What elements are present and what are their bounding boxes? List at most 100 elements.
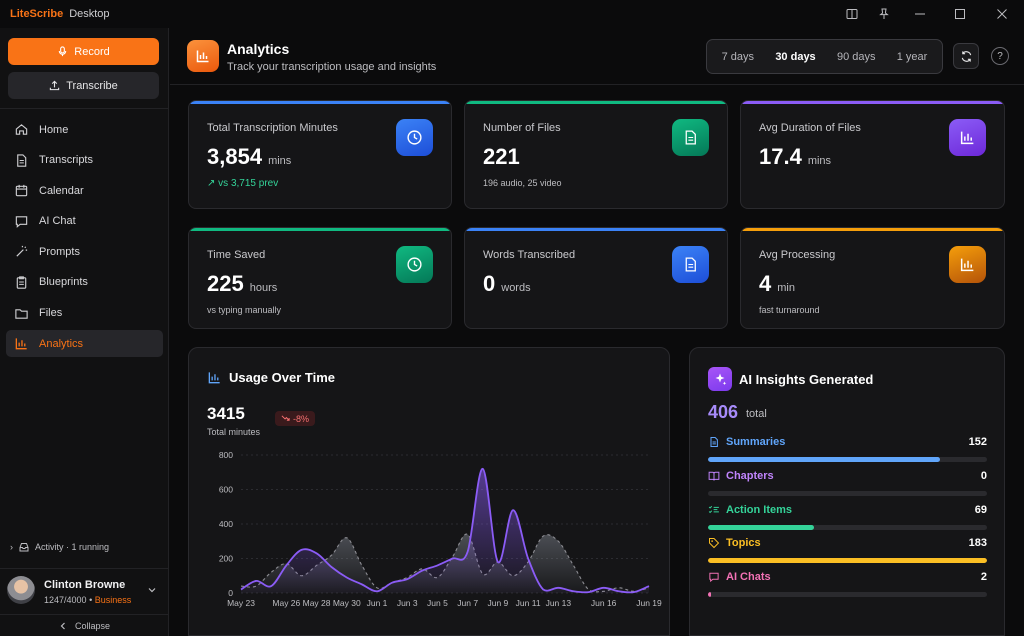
sidebar-item-transcripts[interactable]: Transcripts: [6, 147, 163, 174]
sidebar: Record Transcribe Home Transcripts Calen…: [0, 28, 169, 636]
insight-progress-track: [708, 558, 987, 563]
series-line: [240, 467, 650, 594]
stat-sub: 196 audio, 25 video: [483, 178, 562, 188]
usage-change: -8%: [293, 413, 310, 424]
tag-icon: [709, 538, 720, 549]
trend-down-icon: [281, 415, 290, 421]
pin-icon[interactable]: [868, 0, 900, 28]
x-tick-label: Jun 1: [367, 598, 388, 608]
user-profile[interactable]: Clinton Browne 1247/4000 • Business: [0, 568, 169, 612]
usage-panel: Usage Over Time 3415 Total minutes -8% 0…: [188, 347, 670, 636]
x-tick-label: Jun 11: [516, 598, 541, 608]
insight-row-ai-chats: AI Chats 2: [708, 570, 987, 597]
chevron-left-icon: [60, 622, 65, 629]
sidebar-item-calendar[interactable]: Calendar: [6, 177, 163, 204]
x-tick-label: Jun 9: [487, 598, 508, 608]
sidebar-item-files[interactable]: Files: [6, 300, 163, 327]
insight-count: 0: [980, 470, 987, 482]
stat-value: 221: [483, 144, 520, 169]
sidebar-item-label: Prompts: [39, 245, 80, 258]
sidebar-item-label: AI Chat: [39, 215, 76, 228]
stat-value: 17.4 mins: [759, 144, 832, 169]
stat-label: Time Saved: [207, 249, 266, 261]
chevron-down-icon[interactable]: [147, 585, 157, 598]
chat-icon: [709, 572, 719, 583]
x-tick-label: Jun 7: [457, 598, 478, 608]
range-1-year[interactable]: 1 year: [896, 50, 928, 63]
stat-card-time-saved: Time Saved 225 hours vs typing manually: [188, 227, 452, 329]
home-icon: [15, 124, 28, 135]
sidebar-item-analytics[interactable]: Analytics: [6, 330, 163, 358]
checklist-icon: [708, 505, 719, 514]
insight-count: 183: [968, 537, 987, 549]
x-tick-label: Jun 13: [546, 598, 572, 608]
document-icon: [17, 153, 27, 167]
x-tick-label: Jun 19: [636, 598, 662, 608]
sidebar-item-blueprints[interactable]: Blueprints: [6, 269, 163, 296]
minimize-icon[interactable]: [900, 0, 940, 28]
sidebar-item-prompts[interactable]: Prompts: [6, 238, 163, 265]
calendar-icon: [15, 185, 28, 197]
sidebar-item-label: Analytics: [39, 337, 84, 350]
range-7-days[interactable]: 7 days: [721, 50, 755, 63]
usage-total: 3415: [207, 404, 245, 423]
activity-toggle[interactable]: › Activity · 1 running: [10, 542, 109, 552]
bar-chart-icon: [949, 246, 986, 283]
stat-label: Number of Files: [483, 122, 561, 134]
sidebar-item-home[interactable]: Home: [6, 116, 163, 143]
insight-row-chapters: Chapters 0: [708, 469, 987, 496]
stat-label: Total Transcription Minutes: [207, 122, 338, 134]
transcribe-button[interactable]: Transcribe: [8, 72, 159, 99]
insight-progress-track: [708, 457, 987, 462]
microphone-icon: [59, 46, 67, 57]
range-30-days[interactable]: 30 days: [775, 50, 816, 63]
stat-card-avg-processing: Avg Processing 4 min fast turnaround: [740, 227, 1005, 329]
split-view-icon[interactable]: [836, 0, 868, 28]
sparkles-icon: [708, 367, 732, 391]
refresh-icon: [961, 50, 971, 62]
insight-row-summaries: Summaries 152: [708, 435, 987, 462]
maximize-icon[interactable]: [940, 0, 980, 28]
user-name: Clinton Browne: [44, 579, 126, 591]
bar-chart-icon: [208, 372, 220, 384]
x-tick-label: May 30: [333, 598, 361, 608]
record-button[interactable]: Record: [8, 38, 159, 65]
title-bar: LiteScribe Desktop: [0, 0, 1024, 28]
x-tick-label: May 23: [227, 598, 255, 608]
insight-label: Action Items: [726, 504, 793, 516]
page-header: Analytics Track your transcription usage…: [170, 28, 1024, 85]
clock-icon: [396, 246, 433, 283]
y-tick-label: 0: [228, 588, 233, 598]
clock-icon: [396, 119, 433, 156]
insight-label: AI Chats: [726, 571, 771, 583]
upload-icon: [50, 80, 60, 91]
stat-label: Avg Duration of Files: [759, 122, 861, 134]
user-plan: Business: [94, 595, 132, 605]
stat-card-words-transcribed: Words Transcribed 0 words: [464, 227, 728, 329]
app-subtitle: Desktop: [69, 8, 110, 20]
sidebar-item-label: Calendar: [39, 184, 84, 197]
wand-icon: [16, 246, 28, 257]
sidebar-item-label: Files: [39, 307, 63, 320]
insight-progress-track: [708, 592, 987, 597]
collapse-label: Collapse: [74, 620, 111, 631]
stat-value: 4 min: [759, 271, 795, 296]
insights-total: 406: [708, 402, 739, 422]
y-tick-label: 800: [219, 450, 233, 460]
help-icon[interactable]: ?: [991, 47, 1009, 65]
close-icon[interactable]: [980, 0, 1024, 28]
sidebar-item-ai-chat[interactable]: AI Chat: [6, 208, 163, 235]
stat-sub: fast turnaround: [759, 305, 820, 315]
stat-card-total-minutes: Total Transcription Minutes 3,854 mins ↗ …: [188, 100, 452, 209]
x-tick-label: May 28: [303, 598, 331, 608]
transcribe-label: Transcribe: [66, 79, 118, 92]
range-90-days[interactable]: 90 days: [836, 50, 876, 63]
insight-progress-fill: [708, 592, 712, 597]
stat-value: 3,854 mins: [207, 144, 292, 169]
sidebar-divider: [0, 108, 169, 109]
insights-title: AI Insights Generated: [739, 372, 874, 387]
refresh-button[interactable]: [953, 43, 979, 69]
sidebar-item-label: Home: [39, 123, 69, 136]
collapse-button[interactable]: Collapse: [0, 614, 169, 636]
x-tick-label: Jun 16: [591, 598, 617, 608]
